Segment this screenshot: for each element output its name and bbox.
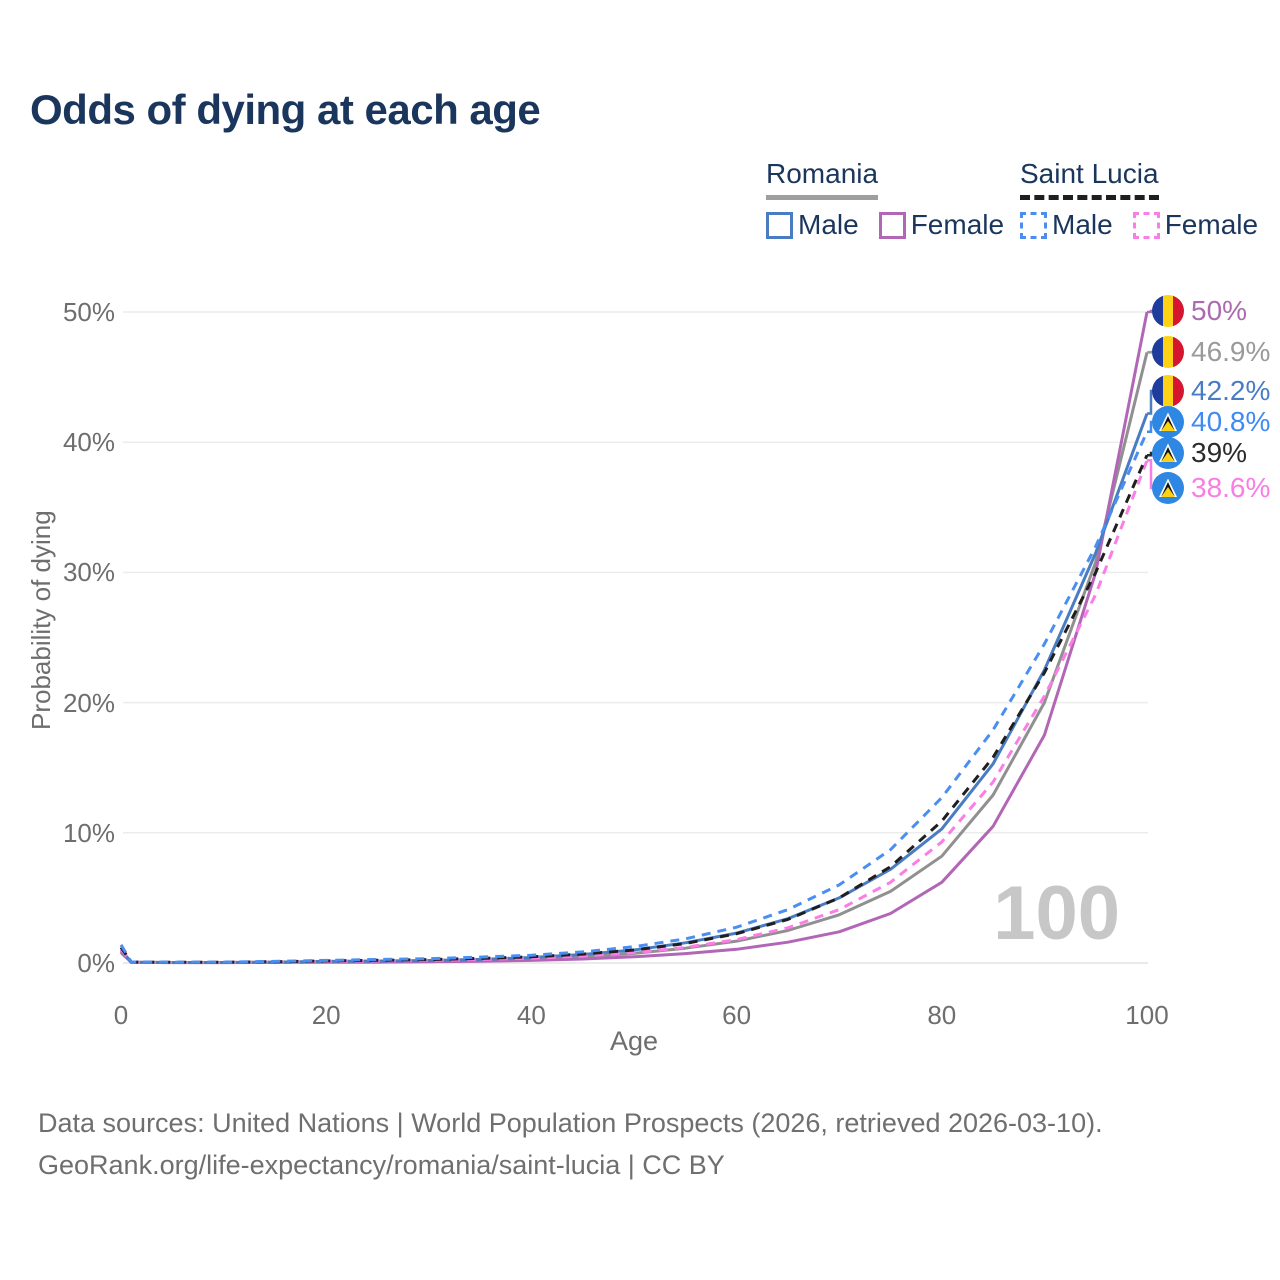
end-value-label: 38.6%	[1191, 472, 1271, 503]
page-title: Odds of dying at each age	[30, 86, 541, 133]
legend-group-romania: Romania Male Female	[766, 158, 1004, 241]
romania-flag-icon	[1152, 295, 1184, 327]
legend-romania-title: Romania	[766, 158, 879, 200]
end-label-romania-male: 42.2%	[1152, 375, 1270, 407]
y-tick-label: 40%	[62, 427, 115, 458]
legend-romania-male-label: Male	[798, 209, 859, 240]
x-tick-label: 40	[516, 1000, 546, 1030]
end-value-label: 46.9%	[1191, 336, 1271, 367]
y-tick-label: 0%	[77, 948, 115, 978]
series-line-saint-lucia-male	[119, 431, 1149, 964]
x-tick-label: 20	[311, 1000, 341, 1030]
legend-saint-lucia-female-label: Female	[1164, 209, 1259, 240]
legend-saint-lucia-male-label: Male	[1052, 209, 1113, 240]
end-value-label: 42.2%	[1191, 375, 1271, 406]
y-tick-label: 20%	[62, 687, 115, 718]
y-tick-label: 30%	[62, 557, 115, 588]
saint-lucia-female-swatch-icon	[1132, 211, 1160, 239]
series-line-romania-female	[119, 311, 1149, 965]
saint-lucia-flag-icon	[1152, 472, 1184, 504]
end-label-romania-both-sexes: 46.9%	[1152, 336, 1270, 368]
romania-flag-icon	[1152, 375, 1184, 407]
legend-group-saint-lucia: Saint Lucia Male Female	[1020, 158, 1258, 241]
age-counter-watermark: 100	[993, 871, 1120, 956]
x-tick-label: 0	[113, 1000, 129, 1030]
legend-saint-lucia-title: Saint Lucia	[1020, 158, 1159, 200]
end-label-romania-female: 50%	[1152, 295, 1247, 327]
footer: Data sources: United Nations | World Pop…	[38, 1102, 1103, 1186]
legend-item-saint-lucia-male[interactable]: Male	[1020, 209, 1113, 241]
y-tick-label: 10%	[62, 817, 115, 848]
x-tick-label: 100	[1125, 1000, 1169, 1030]
romania-female-swatch-icon	[878, 211, 906, 239]
y-tick-label: 50%	[62, 297, 115, 327]
legend-item-saint-lucia-female[interactable]: Female	[1113, 209, 1258, 241]
end-label-saint-lucia-both-sexes: 39%	[1152, 437, 1247, 469]
romania-male-swatch-icon	[766, 211, 793, 239]
x-axis-title: Age	[609, 1026, 659, 1056]
saint-lucia-male-swatch-icon	[1020, 211, 1047, 239]
legend-item-romania-male[interactable]: Male	[766, 209, 859, 241]
saint-lucia-flag-icon	[1152, 406, 1184, 438]
end-label-saint-lucia-male: 40.8%	[1152, 406, 1270, 438]
series-line-saint-lucia-both-sexes	[119, 454, 1149, 964]
saint-lucia-flag-icon	[1152, 437, 1184, 469]
x-tick-label: 60	[722, 1000, 752, 1030]
end-value-label: 50%	[1191, 295, 1248, 326]
x-tick-label: 80	[927, 1000, 957, 1030]
legend-item-romania-female[interactable]: Female	[859, 209, 1004, 241]
footer-data-sources: Data sources: United Nations | World Pop…	[38, 1108, 1103, 1138]
end-label-saint-lucia-female: 38.6%	[1152, 472, 1270, 504]
legend-romania-female-label: Female	[910, 209, 1005, 240]
romania-flag-icon	[1152, 336, 1184, 368]
end-value-label: 40.8%	[1191, 406, 1271, 437]
end-value-label: 39%	[1191, 437, 1248, 468]
footer-attribution: GeoRank.org/life-expectancy/romania/sain…	[38, 1150, 725, 1180]
